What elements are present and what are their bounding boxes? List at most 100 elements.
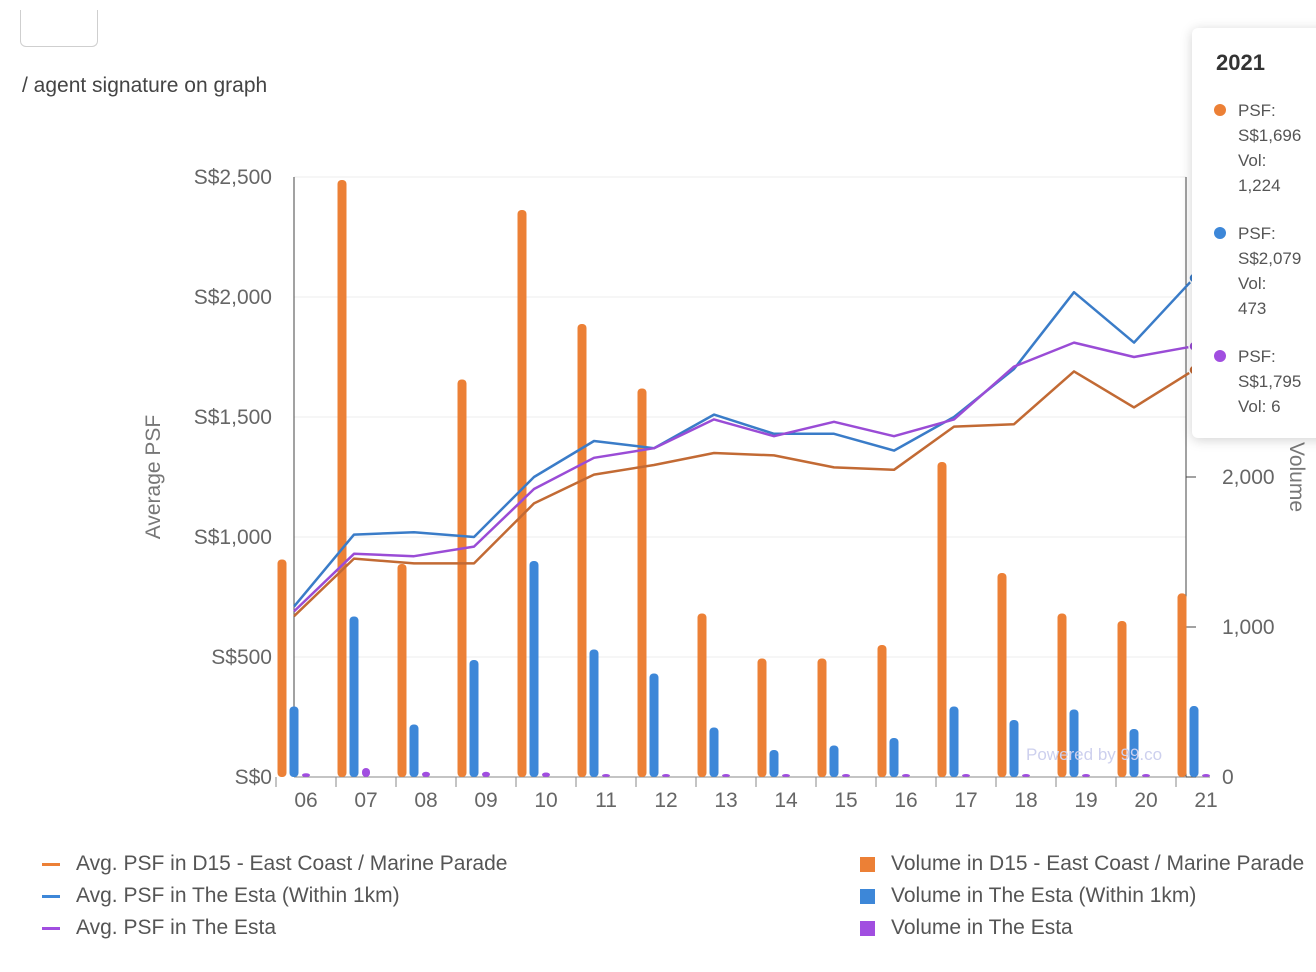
bar [397, 564, 407, 777]
legend-item[interactable]: Volume in D15 - East Coast / Marine Para… [860, 848, 1304, 880]
legend-item[interactable]: Avg. PSF in The Esta [42, 912, 276, 944]
bar [829, 745, 839, 777]
bar [889, 738, 899, 777]
x-tick-label: 16 [894, 789, 917, 812]
series-line [293, 277, 1195, 608]
x-tick-label: 18 [1014, 789, 1037, 812]
chart-caption: / agent signature on graph [22, 74, 268, 97]
bar [542, 772, 550, 777]
bar [602, 774, 610, 777]
y2-tick-label: 1,000 [1222, 616, 1275, 639]
bar [709, 727, 719, 777]
tooltip-label: PSF: [1238, 101, 1276, 120]
legend-label: Volume in The Esta (Within 1km) [891, 884, 1197, 907]
series-dot-icon [1214, 104, 1226, 116]
tooltip-label: PSF: [1238, 347, 1276, 366]
bar [1117, 621, 1127, 777]
y-axis-title: Average PSF [142, 415, 165, 540]
bar [769, 750, 779, 777]
tooltip-value: S$1,696 [1238, 126, 1302, 145]
series-line [293, 341, 1195, 613]
x-tick-label: 13 [714, 789, 737, 812]
bar [1009, 720, 1019, 777]
legend-label: Avg. PSF in D15 - East Coast / Marine Pa… [76, 852, 508, 875]
y2-tick-label: 0 [1222, 766, 1234, 789]
x-tick-label: 08 [414, 789, 437, 812]
bar [722, 774, 730, 777]
tooltip-year: 2021 [1216, 50, 1265, 75]
tooltip-value: 1,224 [1238, 176, 1281, 195]
bar [517, 210, 527, 777]
legend-item[interactable]: Volume in The Esta (Within 1km) [860, 880, 1196, 912]
x-tick-label: 07 [354, 789, 377, 812]
bar [877, 645, 887, 777]
bar [362, 768, 370, 777]
box-swatch-icon [860, 856, 875, 872]
watermark-text: Powered by 99.co [1026, 745, 1162, 764]
x-tick-label: 19 [1074, 789, 1097, 812]
series-line [293, 368, 1195, 618]
legend-label: Volume in The Esta [891, 916, 1073, 939]
y-tick-label: S$2,000 [194, 286, 272, 309]
bar [1177, 593, 1187, 777]
bar [469, 660, 479, 777]
bar [649, 673, 659, 777]
x-tick-label: 20 [1134, 789, 1157, 812]
bar [277, 559, 287, 777]
bar [697, 613, 707, 777]
x-tick-label: 15 [834, 789, 857, 812]
tooltip-value: S$1,795 [1238, 372, 1302, 391]
bar [409, 724, 419, 777]
bar [662, 774, 670, 777]
y2-tick-label: 2,000 [1222, 466, 1275, 489]
chart-tooltip: 2021 PSF: S$1,696 Vol: 1,224 PSF: S$2,07… [1192, 28, 1316, 438]
x-tick-label: 10 [534, 789, 557, 812]
x-tick-label: 09 [474, 789, 497, 812]
box-swatch-icon [860, 920, 875, 936]
bar [1189, 706, 1199, 777]
bar [842, 774, 850, 777]
line-swatch-icon [42, 926, 60, 930]
tooltip-value: S$2,079 [1238, 249, 1302, 268]
bar [1082, 774, 1090, 777]
legend-item[interactable]: Avg. PSF in The Esta (Within 1km) [42, 880, 400, 912]
bar [1022, 774, 1030, 777]
bar [1129, 729, 1139, 777]
legend-item[interactable]: Volume in The Esta [860, 912, 1073, 944]
bar [817, 658, 827, 777]
box-swatch-icon [860, 888, 875, 904]
bar [1202, 774, 1210, 777]
bar [577, 324, 587, 777]
legend-label: Volume in D15 - East Coast / Marine Para… [891, 852, 1305, 875]
tooltip-label: Vol: [1238, 151, 1267, 170]
x-tick-label: 12 [654, 789, 677, 812]
control-stub[interactable] [20, 10, 98, 47]
y2-axis-title: Volume [1285, 442, 1308, 512]
bar [757, 658, 767, 777]
x-tick-label: 17 [954, 789, 977, 812]
y-tick-label: S$500 [211, 646, 272, 669]
bar [782, 774, 790, 777]
y-tick-label: S$1,500 [194, 406, 272, 429]
tooltip-label: Vol: [1238, 274, 1267, 293]
bar [949, 706, 959, 777]
bar [422, 771, 430, 777]
x-tick-label: 21 [1194, 789, 1217, 812]
series-dot-icon [1214, 350, 1226, 362]
bar [637, 388, 647, 777]
line-swatch-icon [42, 862, 60, 866]
legend-label: Avg. PSF in The Esta (Within 1km) [76, 884, 400, 907]
bar [482, 771, 490, 777]
legend-item[interactable]: Avg. PSF in D15 - East Coast / Marine Pa… [42, 848, 507, 880]
bar [962, 774, 970, 777]
bar [337, 180, 347, 777]
y-tick-label: S$0 [235, 766, 272, 789]
bar [457, 379, 467, 777]
y-tick-label: S$1,000 [194, 526, 272, 549]
bar [289, 706, 299, 777]
bar [1069, 709, 1079, 777]
line-swatch-icon [42, 894, 60, 898]
bar [302, 773, 310, 777]
tooltip-value: 473 [1238, 299, 1267, 318]
